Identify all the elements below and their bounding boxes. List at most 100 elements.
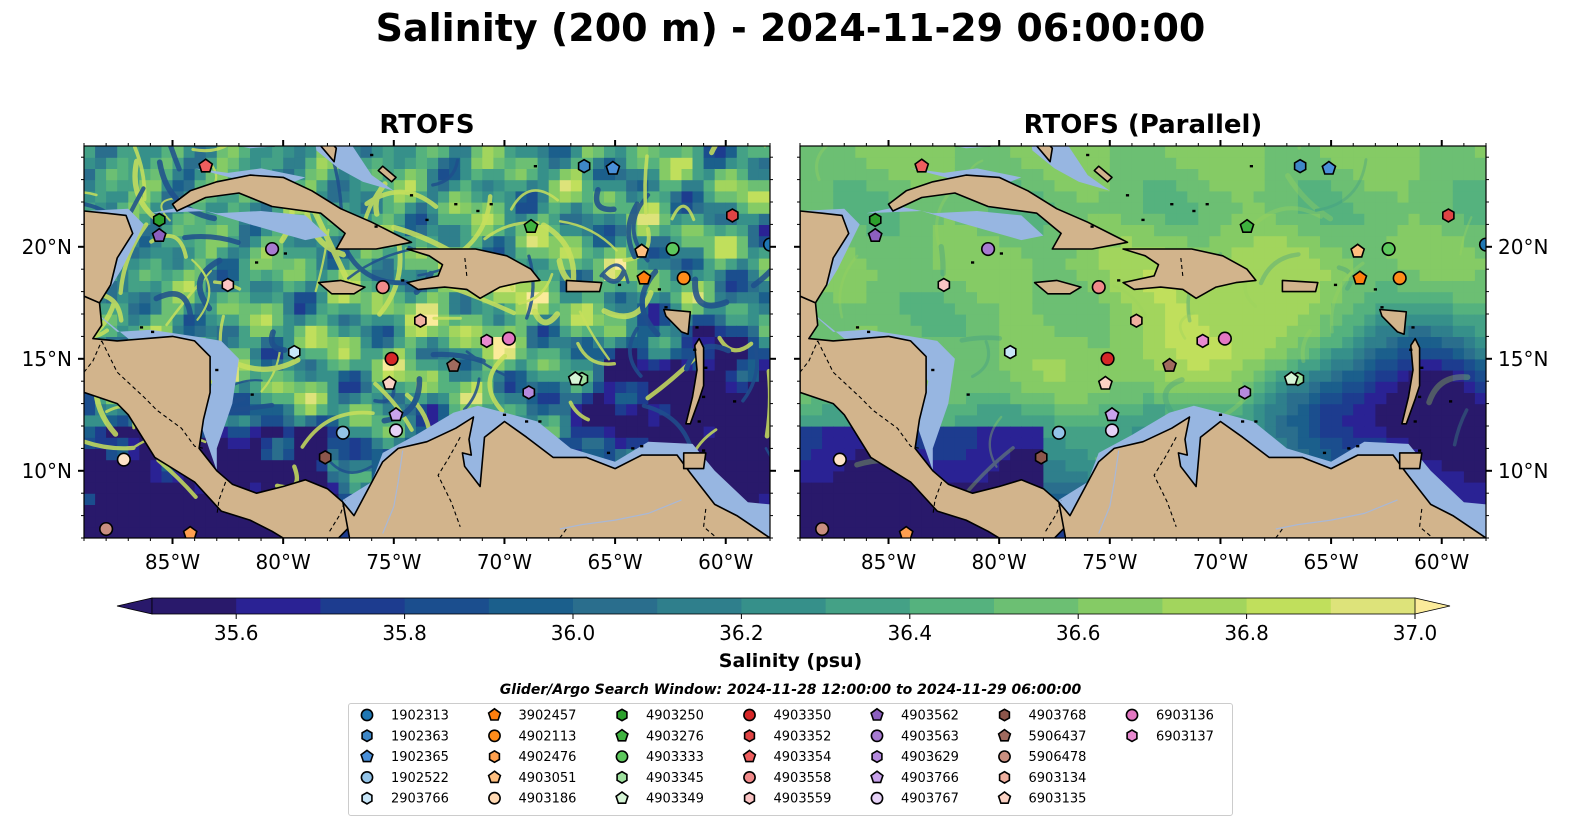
salinity-cell <box>1010 358 1022 371</box>
map-panel-rtofs[interactable]: 85°W 80°W 75°W 70°W 65°W 60°W10°N15°N20°N <box>22 91 803 601</box>
salinity-cell <box>855 470 867 483</box>
small-island <box>1373 288 1377 291</box>
salinity-cell <box>1154 202 1166 214</box>
salinity-cell <box>1309 235 1321 248</box>
salinity-cell <box>1297 392 1310 405</box>
salinity-cell <box>1076 459 1089 472</box>
salinity-cell <box>811 190 823 203</box>
salinity-cell <box>811 157 823 169</box>
salinity-filament <box>578 310 611 361</box>
salinity-cell <box>1419 213 1432 225</box>
salinity-cell <box>1054 168 1067 181</box>
salinity-cell <box>943 235 956 248</box>
salinity-cell <box>1165 302 1177 315</box>
salinity-cell <box>250 280 262 293</box>
salinity-cell <box>1187 392 1199 405</box>
salinity-cell <box>648 280 660 293</box>
salinity-cell <box>626 347 638 360</box>
country-border <box>800 340 819 373</box>
salinity-cell <box>1220 325 1233 337</box>
salinity-cell <box>1120 291 1133 304</box>
salinity-cell <box>216 526 229 538</box>
salinity-cell <box>570 426 583 438</box>
salinity-cell <box>272 280 284 293</box>
salinity-cell <box>1198 381 1210 393</box>
salinity-cell <box>1021 258 1033 270</box>
salinity-cell <box>1264 325 1277 337</box>
salinity-cell <box>615 314 627 326</box>
salinity-cell <box>316 392 329 405</box>
salinity-cell <box>1032 258 1045 270</box>
salinity-cell <box>415 336 428 349</box>
salinity-cell <box>227 336 240 349</box>
salinity-cell <box>1021 302 1033 315</box>
salinity-cell <box>360 190 373 203</box>
salinity-cell <box>438 213 450 225</box>
colorbar-swatch <box>1330 598 1416 614</box>
small-island <box>425 218 429 222</box>
salinity-cell <box>1021 403 1033 416</box>
salinity-cell <box>932 459 945 472</box>
salinity-cell <box>161 157 174 169</box>
salinity-cell <box>593 213 605 225</box>
salinity-cell <box>172 314 185 326</box>
salinity-cell <box>615 179 627 192</box>
salinity-cell <box>703 246 716 259</box>
salinity-cell <box>1231 202 1244 214</box>
salinity-cell <box>692 202 705 214</box>
salinity-cell <box>910 246 923 259</box>
salinity-cell <box>1087 314 1100 326</box>
salinity-cell <box>921 314 934 326</box>
small-island <box>657 288 661 291</box>
salinity-cell <box>966 426 978 438</box>
salinity-cell <box>371 146 384 158</box>
salinity-cell <box>1331 426 1343 438</box>
legend-marker <box>615 728 629 742</box>
salinity-cell <box>954 280 967 293</box>
salinity-cell <box>581 190 594 203</box>
salinity-cell <box>515 347 528 360</box>
salinity-cell <box>1087 459 1100 472</box>
salinity-cell <box>1109 246 1122 259</box>
country-border <box>437 436 461 527</box>
salinity-cell <box>1430 336 1443 349</box>
map-panel-parallel[interactable]: 85°W 80°W 75°W 70°W 65°W 60°W10°N15°N20°N <box>794 94 1548 600</box>
salinity-cell <box>932 426 945 438</box>
salinity-cell <box>637 258 649 270</box>
salinity-cell <box>921 291 934 304</box>
salinity-cell <box>1043 235 1056 248</box>
salinity-cell <box>1021 347 1033 360</box>
salinity-cell <box>194 202 207 214</box>
salinity-cell <box>910 526 923 538</box>
salinity-cell <box>1220 370 1233 382</box>
colorbar-swatch <box>741 598 827 614</box>
salinity-cell <box>305 179 317 192</box>
salinity-cell <box>1342 168 1354 181</box>
salinity-cell <box>1143 392 1155 405</box>
salinity-cell <box>1253 190 1266 203</box>
salinity-cell <box>736 235 749 248</box>
salinity-filament <box>1251 206 1323 227</box>
legend-label: 4903186 <box>519 792 577 807</box>
salinity-cell <box>1054 347 1067 360</box>
salinity-cell <box>1297 381 1310 393</box>
salinity-filament <box>764 447 770 458</box>
salinity-cell <box>404 325 417 337</box>
salinity-cell <box>504 403 517 416</box>
salinity-cell <box>371 414 384 427</box>
small-island <box>1418 449 1422 452</box>
salinity-cell <box>1054 325 1067 337</box>
salinity-cell <box>822 280 834 293</box>
salinity-cell <box>747 403 760 416</box>
salinity-cell <box>1386 202 1399 214</box>
salinity-cell <box>1297 213 1310 225</box>
salinity-cell <box>471 190 483 203</box>
salinity-cell <box>1043 403 1056 416</box>
salinity-cell <box>725 426 738 438</box>
salinity-cell <box>106 448 118 461</box>
salinity-cell <box>1474 493 1486 505</box>
salinity-cell <box>84 482 96 494</box>
salinity-filament <box>626 201 640 260</box>
salinity-cell <box>559 414 572 427</box>
salinity-cell <box>194 493 207 505</box>
